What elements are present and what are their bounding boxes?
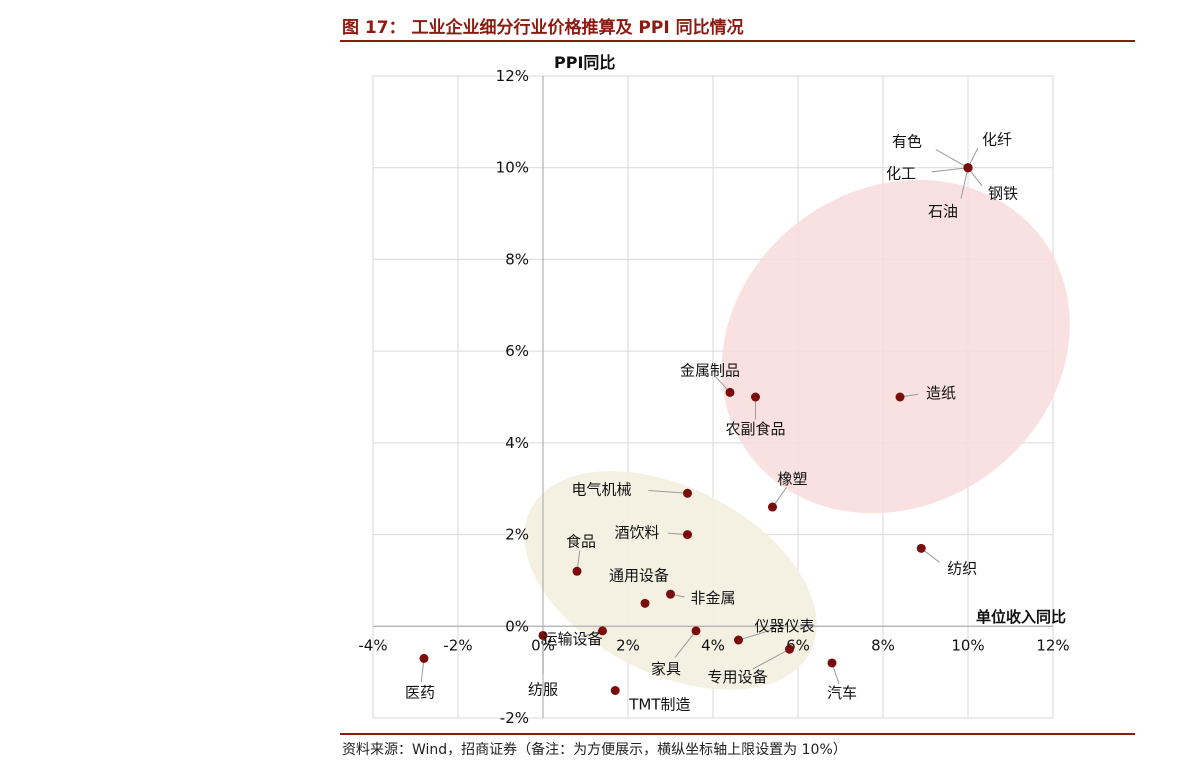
data-point <box>538 630 548 640</box>
point-label: 农副食品 <box>725 420 785 438</box>
title-rule <box>340 40 1135 42</box>
y-tick-label: 0% <box>505 617 529 635</box>
label-leader <box>960 167 969 199</box>
point-label: 金属制品 <box>680 361 740 379</box>
data-point <box>610 685 620 695</box>
data-point <box>666 589 675 599</box>
point-label: 钢铁 <box>988 185 1018 203</box>
data-point <box>725 387 735 397</box>
x-axis-label: 单位收入同比 <box>976 608 1066 626</box>
data-point <box>751 392 760 402</box>
point-label: 家具 <box>651 660 681 678</box>
point-label: 运输设备 <box>542 630 602 648</box>
data-point <box>598 626 607 636</box>
point-label: 专用设备 <box>707 668 767 686</box>
label-leader <box>738 629 771 641</box>
point-label: 食品 <box>566 532 596 550</box>
source-note: 资料来源：Wind，招商证券（备注：为方便展示，横纵坐标轴上限设置为 10%） <box>342 742 847 758</box>
data-point <box>572 566 582 576</box>
point-label: 汽车 <box>827 684 857 702</box>
data-point <box>827 658 837 668</box>
data-point <box>683 488 692 498</box>
data-points <box>419 163 973 695</box>
point-label: 纺服 <box>528 680 558 698</box>
scatter-chart: -4% -2% 0% 2% 4% 6% 8% 10% 12%-2%0%2%4%6%8%10%12… <box>358 53 1070 727</box>
point-label: TMT制造 <box>628 695 690 713</box>
y-tick-label: 4% <box>505 434 529 452</box>
point-label: 橡塑 <box>777 470 807 488</box>
data-point <box>916 543 926 553</box>
data-point <box>640 598 650 608</box>
cluster-ellipses <box>524 179 1070 690</box>
data-point <box>683 530 692 540</box>
y-tick-label: -2% <box>500 709 529 727</box>
chart-axes <box>373 76 1053 718</box>
y-tick-label: 6% <box>505 342 529 360</box>
point-label: 化工 <box>886 165 916 183</box>
x-tick-label: 4% <box>701 636 725 654</box>
y-tick-label: 8% <box>505 250 529 268</box>
cluster-ellipse-upper <box>721 179 1070 514</box>
point-label: 电气机械 <box>571 480 631 498</box>
x-tick-label: 2% <box>616 636 640 654</box>
label-leader <box>648 490 688 494</box>
data-point <box>768 502 777 512</box>
tick-labels: -4% -2% 0% 2% 4% 6% 8% 10% 12%-2%0%2%4%6%8%10%12… <box>358 67 1069 727</box>
label-leader <box>752 648 790 670</box>
label-leader <box>674 630 697 658</box>
x-tick-label: 8% <box>871 636 895 654</box>
cluster-ellipse-lower <box>524 471 817 690</box>
data-point <box>895 392 905 402</box>
data-point <box>419 653 429 663</box>
point-label: 造纸 <box>926 384 956 402</box>
source-rule <box>340 733 1135 735</box>
point-label: 医药 <box>405 683 435 701</box>
data-point <box>691 626 701 636</box>
data-point <box>785 644 794 654</box>
figure-title: 图 17： 工业企业细分行业价格推算及 PPI 同比情况 <box>342 18 744 38</box>
x-tick-label: -4% <box>358 636 387 654</box>
data-point <box>963 163 973 173</box>
x-tick-label: 12% <box>1036 636 1069 654</box>
point-label: 有色 <box>892 133 922 151</box>
point-label: 非金属 <box>691 589 736 607</box>
x-tick-label: -2% <box>443 636 472 654</box>
label-leader <box>935 149 969 169</box>
point-label: 通用设备 <box>609 566 669 584</box>
y-tick-label: 2% <box>505 526 529 544</box>
x-tick-label: 10% <box>951 636 984 654</box>
y-tick-label: 12% <box>496 67 529 85</box>
data-point <box>734 635 743 645</box>
point-label: 石油 <box>928 203 958 221</box>
point-label: 纺织 <box>947 559 977 577</box>
point-label: 酒饮料 <box>614 524 659 542</box>
point-label: 仪器仪表 <box>754 617 814 635</box>
y-axis-label: PPI同比 <box>554 53 615 72</box>
y-tick-label: 10% <box>496 159 529 177</box>
label-leader <box>931 167 969 173</box>
point-label: 化纤 <box>982 131 1012 149</box>
